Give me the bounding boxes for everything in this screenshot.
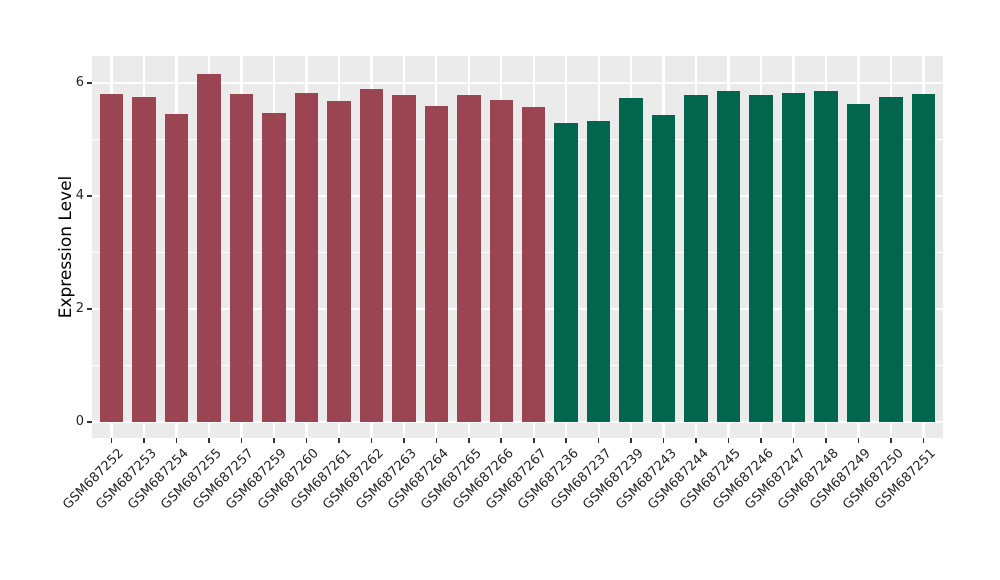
- bar-GSM687247: [781, 93, 806, 422]
- x-tick-mark: [922, 438, 925, 443]
- x-tick-mark: [532, 438, 535, 443]
- bar-GSM687236: [554, 122, 578, 422]
- bar-GSM687246: [749, 94, 773, 422]
- bar-GSM687265: [457, 94, 481, 422]
- x-tick-mark: [143, 438, 145, 443]
- x-tick-mark: [792, 438, 795, 443]
- gridline-major-y-4: [92, 194, 943, 198]
- x-tick-mark: [890, 438, 892, 443]
- y-tick-label: 6: [75, 75, 84, 90]
- gridline-major-y-6: [92, 81, 943, 85]
- bar-GSM687243: [651, 115, 676, 422]
- gridline-minor-y-3: [92, 251, 943, 254]
- bar-GSM687266: [489, 99, 513, 422]
- bar-GSM687257: [229, 93, 254, 422]
- gridline-major-y-0: [92, 420, 943, 424]
- x-tick-mark: [338, 438, 340, 443]
- y-tick-mark: [87, 308, 92, 310]
- y-tick-label: 0: [75, 414, 84, 429]
- y-axis-title: Expression Level: [56, 175, 76, 319]
- bar-GSM687264: [424, 105, 449, 422]
- bar-GSM687261: [327, 101, 351, 422]
- x-tick-mark: [435, 438, 438, 443]
- y-tick-mark: [87, 82, 92, 84]
- x-tick-mark: [110, 438, 113, 443]
- bar-GSM687267: [521, 106, 546, 422]
- x-tick-mark: [240, 438, 243, 443]
- gridline-minor-y-1: [92, 364, 943, 367]
- x-tick-mark: [695, 438, 697, 443]
- x-tick-mark: [175, 438, 178, 443]
- gridline-minor-y-5: [92, 138, 943, 141]
- bar-GSM687260: [294, 93, 319, 422]
- y-tick-label: 2: [75, 301, 84, 316]
- bar-GSM687237: [586, 120, 611, 422]
- bar-GSM687263: [392, 94, 416, 422]
- x-tick-mark: [727, 438, 730, 443]
- bar-GSM687253: [132, 96, 156, 422]
- bar-GSM687248: [814, 91, 838, 422]
- bar-GSM687255: [197, 73, 221, 422]
- x-tick-mark: [467, 438, 470, 443]
- bar-GSM687239: [619, 98, 643, 422]
- x-tick-mark: [760, 438, 762, 443]
- bar-GSM687252: [99, 93, 124, 422]
- x-tick-mark: [630, 438, 632, 443]
- bar-GSM687251: [911, 93, 936, 422]
- x-tick-mark: [597, 438, 600, 443]
- x-tick-mark: [208, 438, 210, 443]
- bar-GSM687250: [879, 97, 903, 422]
- x-tick-mark: [857, 438, 860, 443]
- y-tick-mark: [87, 195, 92, 197]
- x-tick-mark: [403, 438, 405, 443]
- plot-panel: [92, 56, 943, 438]
- x-tick-mark: [305, 438, 308, 443]
- x-tick-mark: [273, 438, 275, 443]
- x-tick-mark: [662, 438, 665, 443]
- bar-GSM687254: [164, 114, 189, 422]
- x-tick-mark: [370, 438, 373, 443]
- x-tick-mark: [565, 438, 567, 443]
- bar-GSM687259: [262, 112, 286, 422]
- bar-GSM687249: [846, 103, 871, 422]
- y-tick-label: 4: [75, 188, 84, 203]
- x-tick-mark: [825, 438, 827, 443]
- bar-GSM687244: [684, 94, 708, 422]
- x-tick-mark: [500, 438, 503, 443]
- y-tick-mark: [87, 421, 92, 423]
- gridline-major-y-2: [92, 307, 943, 311]
- bar-GSM687245: [716, 91, 741, 422]
- bar-GSM687262: [359, 89, 384, 422]
